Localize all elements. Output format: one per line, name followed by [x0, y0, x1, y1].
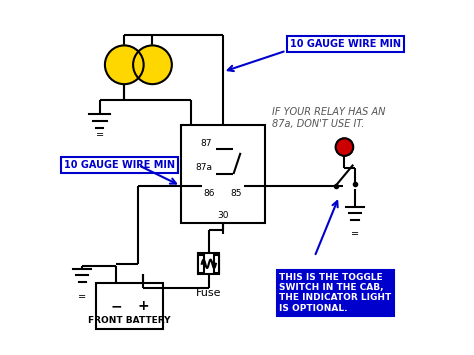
Text: +: + [137, 299, 149, 313]
Text: IF YOUR RELAY HAS AN
87a, DON'T USE IT.: IF YOUR RELAY HAS AN 87a, DON'T USE IT. [272, 107, 385, 129]
Text: 10 GAUGE WIRE MIN: 10 GAUGE WIRE MIN [64, 160, 175, 170]
Text: =: = [351, 229, 359, 240]
Text: 87a: 87a [195, 163, 212, 172]
Text: 86: 86 [203, 189, 215, 198]
Circle shape [105, 45, 144, 84]
Bar [214, 255, 219, 273]
Text: =: = [78, 291, 86, 302]
Text: FRONT BATTERY: FRONT BATTERY [88, 316, 171, 326]
Text: 87: 87 [201, 138, 212, 148]
Circle shape [336, 138, 353, 156]
Bar [96, 283, 163, 329]
Text: −: − [110, 299, 122, 313]
Bar [198, 253, 219, 274]
Bar [181, 125, 265, 223]
Text: 30: 30 [217, 211, 228, 220]
Text: Fuse: Fuse [196, 289, 221, 299]
Text: THIS IS THE TOGGLE
SWITCH IN THE CAB,
THE INDICATOR LIGHT
IS OPTIONAL.: THIS IS THE TOGGLE SWITCH IN THE CAB, TH… [279, 273, 392, 313]
Circle shape [133, 45, 172, 84]
Text: 10 GAUGE WIRE MIN: 10 GAUGE WIRE MIN [290, 39, 401, 49]
Text: =: = [96, 130, 104, 140]
Text: 85: 85 [231, 189, 242, 198]
Bar [198, 255, 203, 273]
